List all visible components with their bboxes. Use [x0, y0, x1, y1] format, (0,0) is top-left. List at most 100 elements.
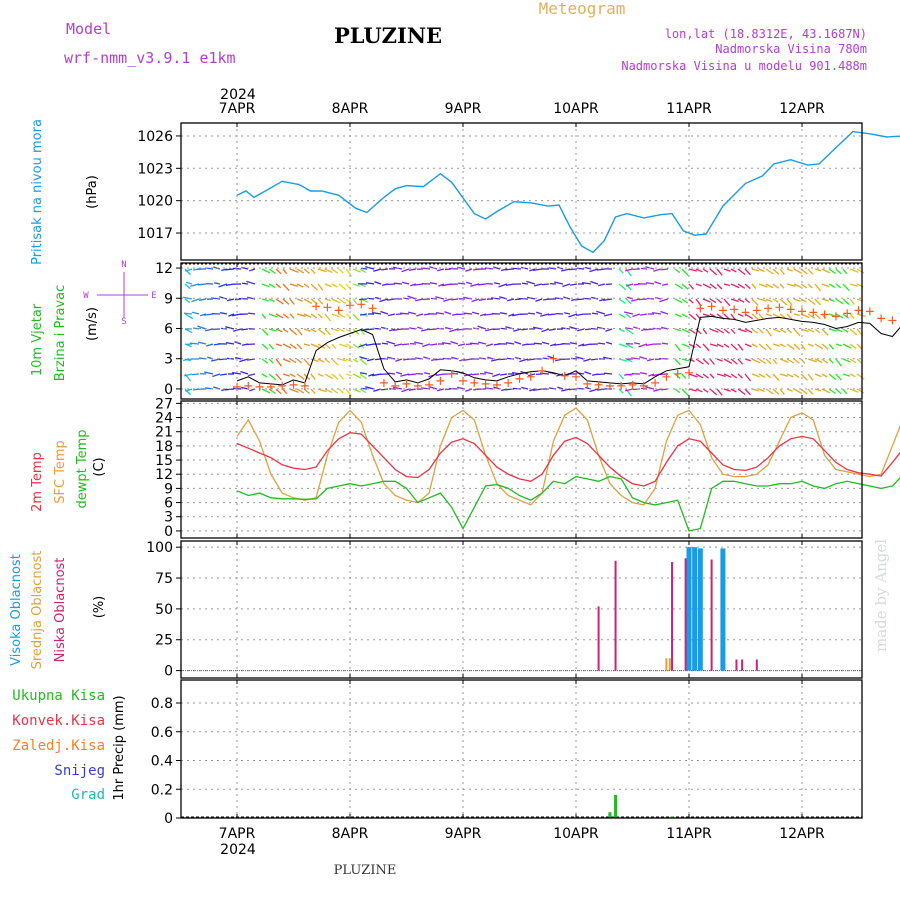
wind-arrow	[849, 268, 859, 273]
wind-arrow	[793, 328, 801, 337]
wind-arrow	[645, 281, 655, 285]
precip-bar	[614, 795, 618, 818]
wind-arrow	[338, 268, 344, 274]
wind-arrow	[688, 358, 695, 363]
wind-arrow	[597, 388, 606, 391]
wind-arrow	[359, 388, 367, 394]
wind-arrow	[444, 311, 452, 315]
y-tick-label: 6	[164, 321, 173, 337]
wind-arrow	[225, 283, 235, 287]
credit-label: made by Angel	[872, 539, 890, 652]
temp-unit: (C)	[92, 457, 107, 476]
wind-arrow	[401, 268, 410, 273]
mid-cloud-bar	[668, 658, 671, 671]
wind-arrow	[317, 268, 327, 273]
wind-arrow	[603, 356, 613, 360]
wind-arrow	[401, 343, 410, 346]
wind-arrow	[578, 343, 585, 347]
wind-arrow	[458, 282, 466, 285]
wind-arrow	[238, 297, 249, 300]
wind-arrow	[744, 283, 751, 290]
wind-arrow	[737, 298, 745, 303]
wind-arrow	[828, 268, 836, 275]
wind-arrow	[275, 313, 284, 319]
wind-gust-marker	[425, 380, 434, 389]
wind-arrow	[772, 328, 781, 333]
wind-arrow	[618, 313, 626, 318]
wind-arrow	[268, 328, 277, 332]
wind-arrow	[765, 343, 772, 351]
wind-arrow	[849, 373, 856, 378]
wind-arrow	[814, 388, 821, 392]
y-tick-label: 0	[164, 664, 173, 680]
wind-arrow	[331, 283, 338, 288]
wind-arrow	[289, 343, 297, 350]
wind-gust-marker	[481, 379, 490, 388]
wind-arrow	[365, 266, 375, 270]
wind-arrow	[450, 340, 459, 345]
wind-arrow	[429, 343, 438, 346]
wind-arrow	[828, 343, 835, 350]
wind-arrow	[184, 298, 191, 304]
wind-arrow	[296, 313, 306, 318]
wind-arrow	[289, 388, 299, 393]
wind-arrow	[352, 283, 360, 287]
wind-arrow	[491, 297, 501, 300]
precip-bar	[608, 812, 612, 818]
y-tick-label: 0.8	[151, 696, 173, 712]
wind-arrow	[737, 268, 746, 276]
wind-arrow	[415, 298, 424, 302]
wind-arrow	[232, 267, 242, 270]
wind-arrow	[688, 328, 696, 335]
y-tick-label: 50	[155, 602, 173, 618]
wind-arrow	[661, 388, 669, 391]
wind-gust-marker	[685, 368, 693, 377]
wind-arrow	[358, 298, 368, 301]
wind-arrow	[388, 313, 396, 317]
y-tick-label: 15	[155, 453, 173, 469]
wind-arrow	[737, 343, 744, 351]
wind-arrow	[422, 343, 431, 348]
wind-arrow	[407, 295, 417, 300]
wind-arrow	[744, 328, 753, 334]
wind-arrow	[275, 388, 282, 395]
wind-arrow	[437, 388, 445, 392]
wind-arrow	[303, 358, 311, 367]
wind-arrow	[331, 298, 341, 304]
wind-arrow	[485, 328, 494, 332]
wind-arrow	[449, 328, 459, 333]
sfc-temp-line	[236, 407, 900, 506]
wind-arrow	[443, 298, 452, 302]
model-name: wrf-nmm_v3.9.1 e1km	[64, 49, 236, 67]
wind-unit: (m/s)	[85, 307, 100, 341]
wind-arrow	[324, 313, 332, 322]
wind-arrow	[484, 371, 494, 375]
meteogram-label: Meteogram	[539, 0, 626, 18]
wind-arrow	[428, 328, 438, 331]
wind-arrow	[814, 313, 821, 320]
wind-arrow	[526, 280, 536, 285]
wind-arrow	[681, 343, 690, 348]
wind-arrow	[842, 373, 850, 377]
wind-arrow	[359, 268, 367, 274]
wind-arrow	[365, 281, 375, 285]
wind-arrow	[688, 343, 696, 348]
wind-arrow	[275, 358, 282, 367]
wind-arrow	[569, 283, 578, 286]
wind-arrow	[282, 343, 292, 349]
wind-arrow	[303, 313, 312, 318]
wind-arrow	[821, 328, 829, 336]
wind-arrow	[275, 343, 282, 347]
wind-arrow	[478, 341, 487, 345]
pressure-line	[236, 130, 900, 254]
wind-arrow	[289, 358, 297, 364]
wind-arrow	[821, 388, 831, 394]
wind-arrow	[504, 268, 515, 271]
high-cloud-bar	[697, 548, 703, 671]
wind-gust-marker	[549, 354, 558, 363]
wind-arrow	[618, 388, 624, 394]
wind-arrow	[737, 388, 746, 396]
wind-arrow	[681, 373, 687, 380]
wind-arrow	[835, 268, 842, 275]
wind-arrow	[521, 328, 529, 331]
